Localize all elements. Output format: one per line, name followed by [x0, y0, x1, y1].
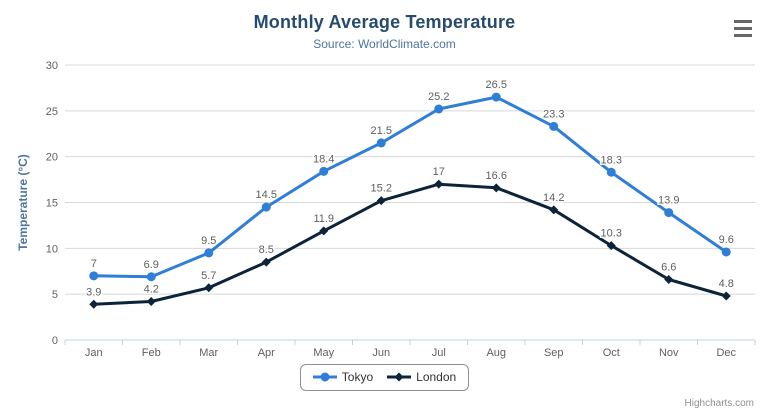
- legend-marker[interactable]: [394, 372, 404, 382]
- x-axis-label: Feb: [142, 347, 161, 359]
- data-point-marker[interactable]: [146, 297, 156, 306]
- data-point-marker[interactable]: [89, 299, 99, 309]
- credits-link[interactable]: Highcharts.com: [684, 398, 754, 409]
- legend-label: Tokyo: [341, 370, 374, 384]
- y-axis-label: 5: [52, 289, 58, 301]
- legend-label: London: [416, 370, 457, 384]
- data-point-marker[interactable]: [721, 247, 731, 257]
- series-line: [92, 95, 728, 279]
- data-label: 16.6: [486, 170, 507, 182]
- data-point-marker[interactable]: [204, 248, 214, 258]
- data-label: 13.9: [658, 195, 679, 207]
- data-label: 15.2: [371, 183, 392, 195]
- data-label: 6.6: [661, 262, 676, 274]
- x-axis-label: Dec: [716, 347, 736, 359]
- legend: Tokyo London: [0, 364, 769, 391]
- context-menu-button[interactable]: [731, 19, 755, 38]
- data-point-marker[interactable]: [549, 121, 559, 131]
- data-label: 8.5: [259, 244, 274, 256]
- data-point-marker[interactable]: [434, 179, 444, 189]
- series-london: 3.9 4.2 5.7 8.5 11.9 15.2 17 16.6 14.2 10.3 6.6 4.8: [85, 165, 735, 309]
- data-label: 9.6: [719, 234, 734, 246]
- y-axis-label: 30: [46, 60, 58, 72]
- x-axis-label: Oct: [603, 347, 620, 359]
- x-axis-label: May: [313, 347, 334, 359]
- x-axis-label: Mar: [199, 347, 218, 359]
- legend-item-tokyo[interactable]: Tokyo: [312, 370, 374, 384]
- data-label: 6.9: [144, 259, 159, 271]
- series-line: [92, 182, 728, 306]
- y-axis-label: 0: [52, 335, 58, 347]
- y-axis-label: 20: [46, 152, 58, 164]
- data-label: 21.5: [371, 125, 392, 137]
- legend-marker-icon: [387, 372, 412, 382]
- series-tokyo: 7 6.9 9.5 14.5 18.4 21.5 25.2 26.5 23.3 18.3 13.9 9…: [89, 78, 735, 282]
- data-label: 17: [433, 166, 445, 178]
- data-point-marker[interactable]: [664, 275, 674, 284]
- hamburger-icon: [734, 20, 752, 23]
- data-label: 7: [91, 258, 97, 270]
- x-axis-label: Apr: [258, 347, 275, 359]
- x-axis-label: Sep: [544, 347, 564, 359]
- hamburger-icon: [734, 27, 752, 30]
- data-point-marker[interactable]: [434, 104, 444, 114]
- data-point-marker[interactable]: [549, 205, 559, 215]
- data-point-marker[interactable]: [89, 271, 99, 281]
- data-point-marker[interactable]: [319, 226, 329, 236]
- data-point-marker[interactable]: [146, 272, 156, 282]
- x-axis-label: Nov: [659, 347, 679, 359]
- data-label: 26.5: [486, 79, 507, 91]
- data-label: 14.2: [543, 192, 564, 204]
- legend-box: Tokyo London: [299, 364, 470, 391]
- data-label: 11.9: [313, 213, 334, 225]
- y-axis-label: 15: [46, 198, 58, 210]
- data-label: 18.3: [601, 154, 622, 166]
- data-point-marker[interactable]: [721, 291, 731, 301]
- x-axis-label: Jul: [432, 347, 446, 359]
- x-axis-label: Jun: [372, 347, 390, 359]
- y-axis-title: Temperature (°C): [16, 154, 30, 251]
- data-point-marker[interactable]: [261, 202, 271, 212]
- data-point-marker[interactable]: [664, 208, 674, 218]
- x-axis-label: Jan: [85, 347, 103, 359]
- data-label: 23.3: [543, 108, 564, 120]
- data-point-marker[interactable]: [606, 241, 616, 251]
- legend-marker-icon: [312, 372, 337, 382]
- data-point-marker[interactable]: [319, 166, 329, 176]
- data-label: 9.5: [201, 235, 216, 247]
- data-label: 18.4: [313, 153, 334, 165]
- data-label: 4.2: [144, 284, 159, 296]
- data-point-marker[interactable]: [376, 138, 386, 148]
- y-axis-label: 10: [46, 243, 58, 255]
- data-label: 10.3: [601, 228, 622, 240]
- data-point-marker[interactable]: [261, 257, 271, 267]
- data-label: 5.7: [201, 270, 216, 282]
- data-point-marker[interactable]: [606, 167, 616, 177]
- data-label: 25.2: [428, 91, 449, 103]
- legend-marker[interactable]: [320, 372, 330, 382]
- legend-item-london[interactable]: London: [387, 370, 456, 384]
- chart-title: Monthly Average Temperature: [253, 12, 516, 32]
- chart-subtitle: Source: WorldClimate.com: [313, 37, 456, 51]
- hamburger-icon: [734, 34, 752, 37]
- data-point-marker[interactable]: [491, 92, 501, 102]
- y-axis-label: 25: [46, 106, 58, 118]
- data-point-marker[interactable]: [204, 283, 214, 293]
- data-label: 4.8: [719, 278, 734, 290]
- data-label: 3.9: [86, 286, 101, 298]
- data-point-marker[interactable]: [376, 196, 386, 206]
- x-axis-label: Aug: [486, 347, 506, 359]
- data-label: 14.5: [256, 189, 277, 201]
- data-point-marker[interactable]: [491, 183, 501, 193]
